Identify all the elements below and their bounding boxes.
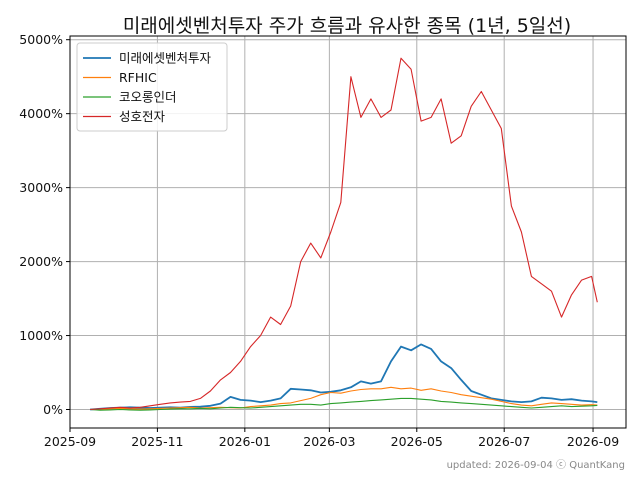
series-line-1 [90, 343, 598, 411]
x-tick-label: 2025-11 [131, 434, 183, 449]
legend-label: RFHIC [119, 70, 157, 85]
legend-label: 코오롱인더 [119, 90, 177, 105]
series-layer [90, 57, 598, 411]
x-axis: 2025-09 2025-11 2026-01 2026-03 2026-05 2026-… [44, 428, 619, 449]
series-line-3 [90, 397, 598, 411]
x-tick-label: 2026-09 [567, 434, 619, 449]
x-tick-label: 2026-03 [303, 434, 355, 449]
y-tick-label: 4000% [19, 106, 63, 121]
chart-title: 미래에셋벤처투자 주가 흐름과 유사한 종목 (1년, 5일선) [123, 15, 571, 37]
plot-frame [69, 35, 627, 429]
legend-label: 성호전자 [119, 109, 166, 124]
x-tick-label: 2025-09 [44, 434, 96, 449]
series-line-4 [90, 57, 598, 411]
y-axis: 0% 1000% 2000% 3000% 4000% 5000% [19, 32, 70, 417]
x-tick-label: 2026-05 [391, 434, 443, 449]
series-line-2 [90, 386, 598, 411]
x-tick-label: 2026-01 [219, 434, 271, 449]
y-tick-label: 2000% [19, 254, 63, 269]
footer-note: updated: 2026-09-04 ⓒ QuantKang [447, 459, 625, 471]
legend-box [76, 42, 228, 132]
y-tick-label: 1000% [19, 328, 63, 343]
y-tick-label: 5000% [19, 32, 63, 47]
x-tick-label: 2026-07 [478, 434, 530, 449]
legend-label: 미래에셋벤처투자 [119, 51, 212, 66]
y-tick-label: 0% [43, 402, 63, 417]
y-tick-label: 3000% [19, 180, 63, 195]
